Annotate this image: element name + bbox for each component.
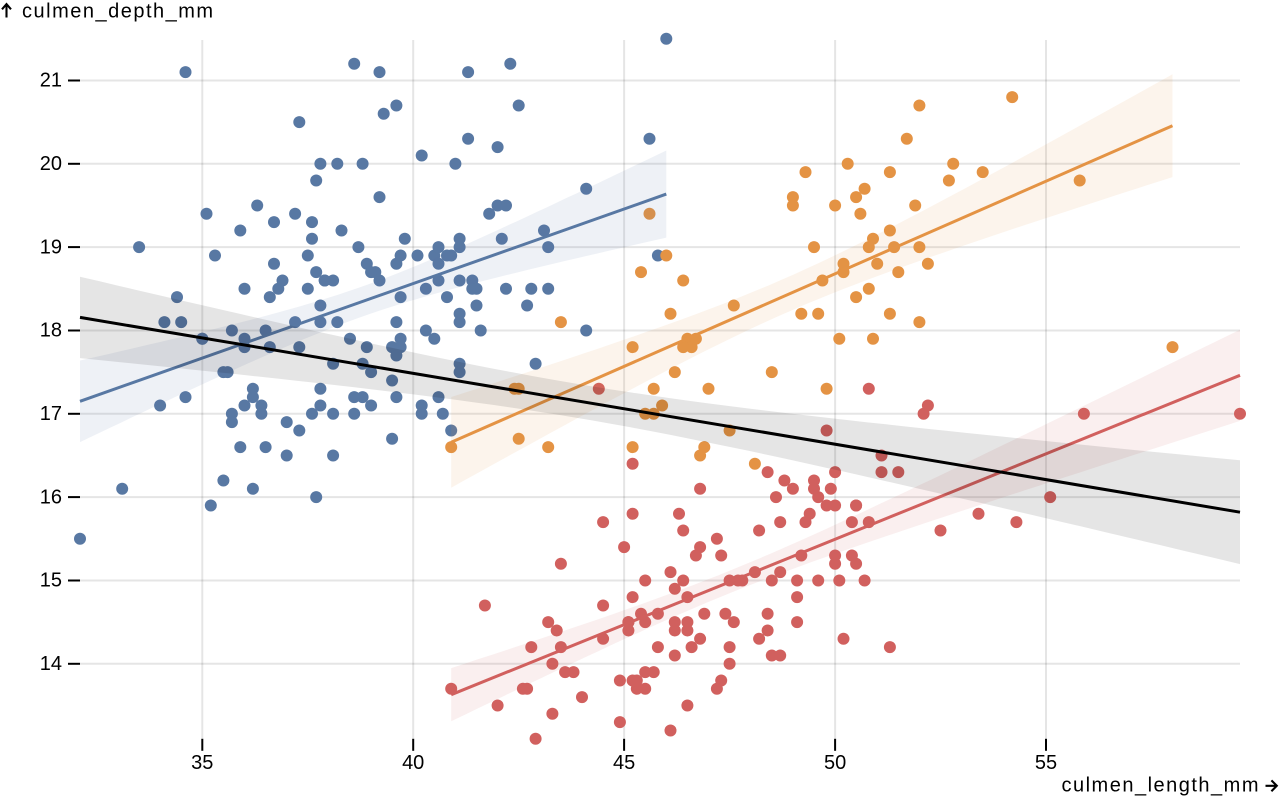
svg-text:20: 20 <box>40 153 62 175</box>
svg-text:16: 16 <box>40 486 62 508</box>
svg-text:21: 21 <box>40 70 62 92</box>
svg-text:14: 14 <box>40 653 62 675</box>
svg-text:15: 15 <box>40 570 62 592</box>
svg-text:35: 35 <box>191 752 213 774</box>
svg-text:55: 55 <box>1035 752 1057 774</box>
svg-text:19: 19 <box>40 236 62 258</box>
svg-text:45: 45 <box>613 752 635 774</box>
svg-text:culmen_depth_mm: culmen_depth_mm <box>22 1 215 23</box>
svg-text:culmen_length_mm: culmen_length_mm <box>1061 775 1260 797</box>
svg-text:50: 50 <box>824 752 846 774</box>
svg-text:17: 17 <box>40 403 62 425</box>
svg-text:40: 40 <box>402 752 424 774</box>
svg-text:18: 18 <box>40 320 62 342</box>
